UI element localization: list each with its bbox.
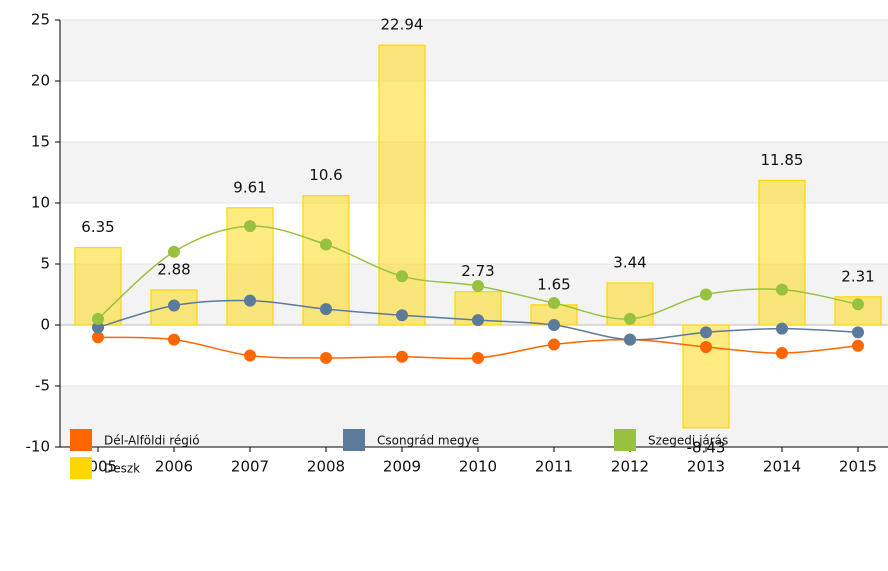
series-point [624,333,636,346]
y-tick-label: 25 [31,11,50,29]
legend-swatch [70,457,92,479]
bar-value-label: 1.65 [537,275,570,293]
legend-label: Szegedi járás [648,434,728,448]
x-tick-label: 2009 [383,458,421,476]
bar [682,324,730,429]
y-tick-label: -10 [26,438,51,456]
series-point [92,312,104,325]
bar-value-label: 10.6 [309,166,342,184]
series-point [852,339,864,352]
series-point [396,270,408,283]
series-point [396,350,408,363]
bar [150,289,198,326]
series-point [92,331,104,344]
bar [758,179,806,326]
bar-value-label: 6.35 [81,218,114,236]
series-point [244,294,256,307]
series-point [700,288,712,301]
x-tick-label: 2011 [535,458,573,476]
y-tick-label: 10 [31,194,50,212]
series-point [472,314,484,327]
x-tick-label: 2014 [763,458,801,476]
series-point [92,321,104,334]
bar [378,44,426,326]
x-tick-label: 2015 [839,458,877,476]
bar-value-label: 2.73 [461,262,494,280]
legend-label: Dél-Alföldi régió [104,434,200,448]
grid-band [60,142,888,203]
series-point [852,298,864,311]
x-tick-label: 2013 [687,458,725,476]
x-tick-label: 2006 [155,458,193,476]
bar-value-label: 2.88 [157,260,190,278]
legend-swatch [70,429,92,451]
legend-label: Csongrád megye [377,434,479,448]
series-point [168,333,180,346]
series-point [320,303,332,316]
series-point [168,299,180,312]
series-point [624,312,636,325]
series-point [700,326,712,339]
series-point [776,283,788,296]
series-point [776,347,788,360]
bar-value-label: 2.31 [841,267,874,285]
bar-value-label: 3.44 [613,254,646,272]
bar-value-label: 11.85 [761,151,804,169]
legend-label: Deszk [104,462,140,476]
x-tick-label: 2008 [307,458,345,476]
series-point [472,351,484,364]
legend-swatch [343,429,365,451]
series-point [244,220,256,233]
series-point [548,338,560,351]
grid-band [60,386,888,447]
bar-value-label: 9.61 [233,178,266,196]
y-tick-label: 15 [31,133,50,151]
series-point [396,309,408,322]
y-tick-label: 5 [40,255,50,273]
y-tick-label: -5 [35,377,50,395]
series-point [320,351,332,364]
x-tick-label: 2007 [231,458,269,476]
x-tick-label: 2010 [459,458,497,476]
series-point [548,297,560,310]
y-tick-label: 20 [31,72,50,90]
series-point [548,319,560,331]
series-point [320,238,332,251]
series-point [472,279,484,292]
x-tick-label: 2012 [611,458,649,476]
legend-swatch [614,429,636,451]
series-point [776,322,788,335]
y-tick-label: 0 [40,316,50,334]
series-point [700,340,712,353]
series-point [852,326,864,339]
bar-value-label: 22.94 [381,16,424,34]
series-point [244,349,256,362]
grid-band [60,20,888,81]
series-point [168,245,180,258]
